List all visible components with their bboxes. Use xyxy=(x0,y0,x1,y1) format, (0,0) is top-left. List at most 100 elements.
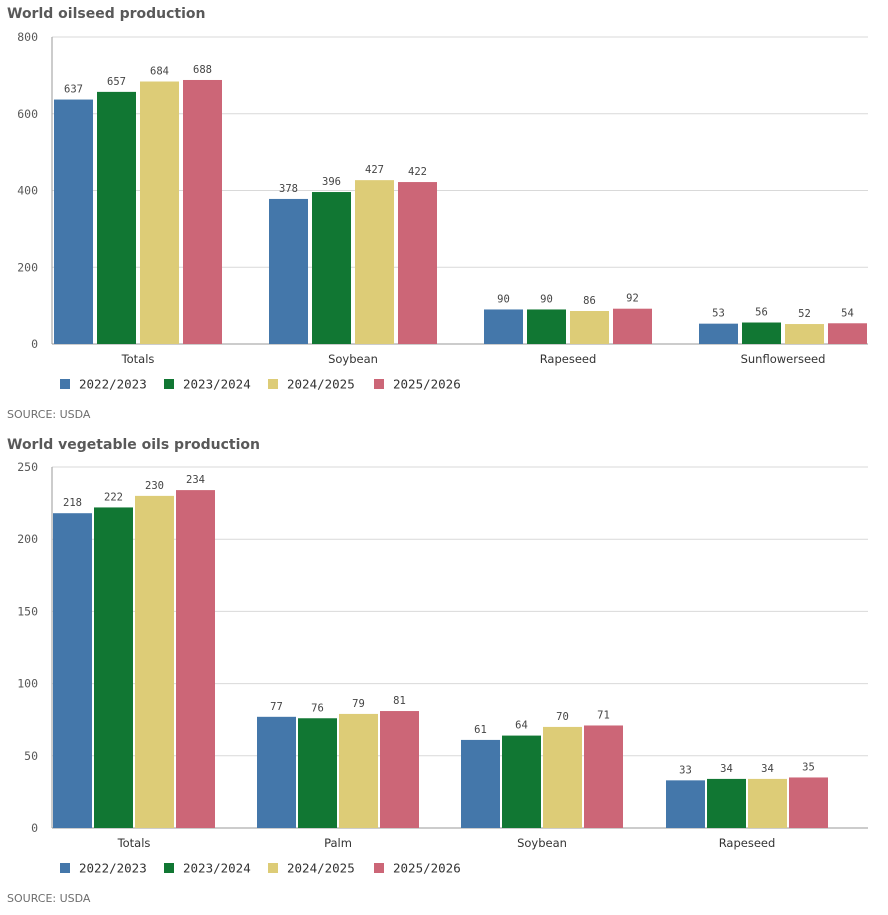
legend-label[interactable]: 2022/2023 xyxy=(79,377,147,392)
y-tick-label: 400 xyxy=(17,184,38,198)
bar[interactable] xyxy=(502,735,541,828)
data-label: 657 xyxy=(107,76,126,88)
data-label: 230 xyxy=(145,480,164,492)
data-label: 33 xyxy=(679,764,692,776)
category-label: Soybean xyxy=(328,352,378,366)
legend-label[interactable]: 2025/2026 xyxy=(393,377,461,392)
bar[interactable] xyxy=(97,91,136,344)
data-label: 79 xyxy=(352,698,365,710)
bar[interactable] xyxy=(53,513,92,828)
legend-swatch[interactable] xyxy=(164,379,174,389)
data-label: 427 xyxy=(365,164,384,176)
data-label: 64 xyxy=(515,720,528,732)
data-label: 396 xyxy=(322,176,341,188)
bar[interactable] xyxy=(183,79,222,344)
y-tick-label: 100 xyxy=(17,677,38,691)
data-label: 35 xyxy=(802,761,815,773)
bar[interactable] xyxy=(140,81,179,344)
legend-swatch[interactable] xyxy=(60,379,70,389)
bar[interactable] xyxy=(785,324,824,344)
data-label: 71 xyxy=(597,709,610,721)
legend-label[interactable]: 2022/2023 xyxy=(79,861,147,876)
data-label: 90 xyxy=(497,293,510,305)
data-label: 688 xyxy=(193,64,212,76)
bar[interactable] xyxy=(298,718,337,828)
y-tick-label: 0 xyxy=(31,337,38,351)
bar[interactable] xyxy=(613,308,652,344)
data-label: 61 xyxy=(474,724,487,736)
bar[interactable] xyxy=(269,198,308,344)
y-tick-label: 200 xyxy=(17,260,38,274)
data-label: 86 xyxy=(583,295,596,307)
legend-swatch[interactable] xyxy=(268,379,278,389)
y-tick-label: 50 xyxy=(24,749,38,763)
data-label: 222 xyxy=(104,491,123,503)
source-note: SOURCE: USDA xyxy=(7,892,91,905)
y-tick-label: 150 xyxy=(17,604,38,618)
chart-title: World oilseed production xyxy=(7,6,206,22)
y-tick-label: 200 xyxy=(17,532,38,546)
legend-swatch[interactable] xyxy=(268,863,278,873)
oilseed-bar-chart: 0 200 400 600 800 637 378 90 53 657 396 90 56 684 427 8… xyxy=(17,30,868,392)
bar[interactable] xyxy=(94,507,133,828)
category-label: Rapeseed xyxy=(719,836,776,850)
legend-swatch[interactable] xyxy=(60,863,70,873)
bar[interactable] xyxy=(543,726,582,828)
bar[interactable] xyxy=(312,192,351,344)
data-label: 234 xyxy=(186,474,205,486)
legend-label[interactable]: 2025/2026 xyxy=(393,861,461,876)
legend-swatch[interactable] xyxy=(374,863,384,873)
data-label: 56 xyxy=(755,307,768,319)
legend-swatch[interactable] xyxy=(374,379,384,389)
y-tick-label: 0 xyxy=(31,821,38,835)
data-label: 76 xyxy=(311,702,324,714)
category-label: Rapeseed xyxy=(540,352,597,366)
category-label: Totals xyxy=(117,836,151,850)
data-label: 77 xyxy=(270,701,283,713)
bar[interactable] xyxy=(176,490,215,828)
y-tick-label: 600 xyxy=(17,107,38,121)
legend-label[interactable]: 2023/2024 xyxy=(183,377,251,392)
bar[interactable] xyxy=(748,778,787,828)
bar[interactable] xyxy=(666,780,705,828)
category-label: Palm xyxy=(324,836,352,850)
bar[interactable] xyxy=(828,323,867,344)
bar[interactable] xyxy=(699,323,738,344)
data-label: 90 xyxy=(540,293,553,305)
data-label: 422 xyxy=(408,166,427,178)
data-label: 34 xyxy=(761,763,774,775)
vegetable-oils-bar-chart: 0 50 100 150 200 250 218 77 61 33 222 76 64 34 230 79 70… xyxy=(17,460,868,876)
bar[interactable] xyxy=(257,716,296,828)
chart-title: World vegetable oils production xyxy=(7,437,260,453)
bar[interactable] xyxy=(461,739,500,828)
category-label: Sunflowerseed xyxy=(741,352,826,366)
category-label: Soybean xyxy=(517,836,567,850)
bar[interactable] xyxy=(135,495,174,828)
data-label: 53 xyxy=(712,308,725,320)
bar[interactable] xyxy=(398,182,437,344)
y-tick-label: 800 xyxy=(17,30,38,44)
bar[interactable] xyxy=(355,180,394,344)
legend-label[interactable]: 2024/2025 xyxy=(287,377,355,392)
bar[interactable] xyxy=(789,777,828,828)
bar[interactable] xyxy=(742,322,781,344)
category-label: Totals xyxy=(121,352,155,366)
bar[interactable] xyxy=(54,99,93,345)
legend-label[interactable]: 2024/2025 xyxy=(287,861,355,876)
data-label: 54 xyxy=(841,307,854,319)
bar[interactable] xyxy=(380,711,419,828)
data-label: 81 xyxy=(393,695,406,707)
bar[interactable] xyxy=(584,725,623,828)
data-label: 70 xyxy=(556,711,569,723)
source-note: SOURCE: USDA xyxy=(7,408,91,421)
legend-swatch[interactable] xyxy=(164,863,174,873)
bar[interactable] xyxy=(339,713,378,828)
data-label: 34 xyxy=(720,763,733,775)
bar[interactable] xyxy=(707,778,746,828)
data-label: 218 xyxy=(63,497,82,509)
bar[interactable] xyxy=(527,309,566,344)
bar[interactable] xyxy=(570,310,609,344)
legend-label[interactable]: 2023/2024 xyxy=(183,861,251,876)
bar[interactable] xyxy=(484,309,523,344)
y-tick-label: 250 xyxy=(17,460,38,474)
